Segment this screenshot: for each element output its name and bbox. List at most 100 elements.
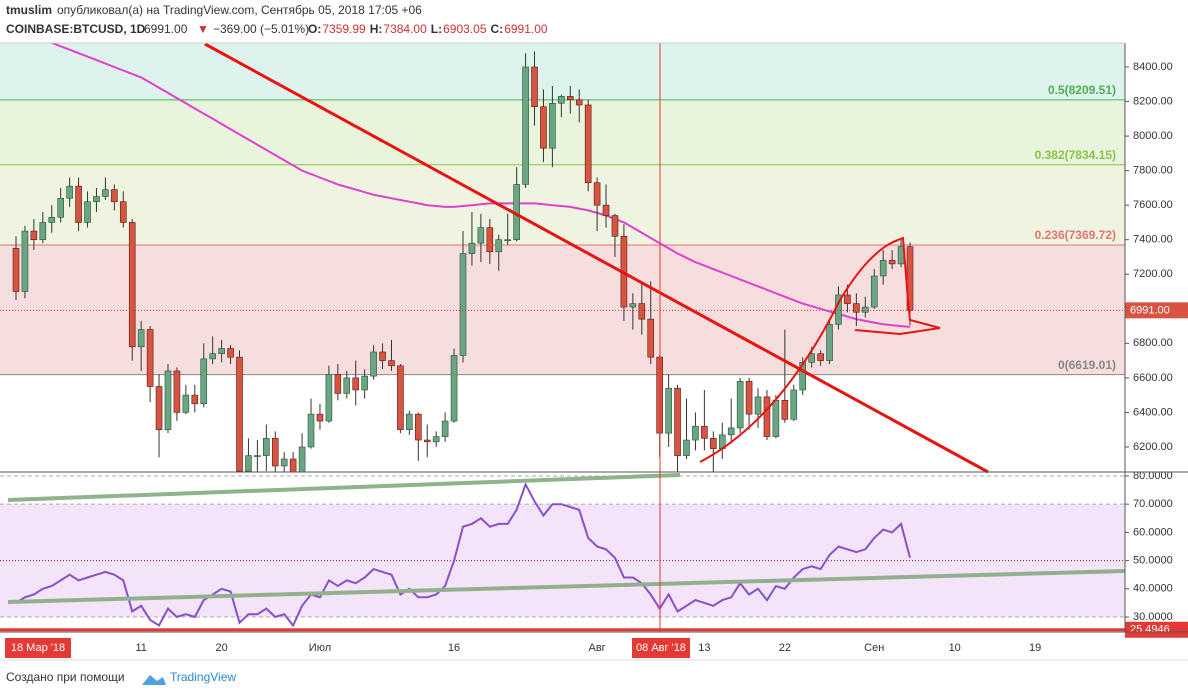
fib-zone: [0, 244, 1125, 375]
level-tag: [1125, 621, 1188, 638]
candle-body: [701, 425, 708, 439]
candle-body: [75, 185, 82, 223]
candle-body: [450, 355, 458, 422]
candle-body: [441, 420, 449, 437]
candle-body: [406, 413, 413, 430]
fib-zone: [0, 43, 1125, 100]
footer-text: Создано при помощи: [6, 670, 125, 684]
candle-body: [602, 204, 610, 216]
y-tick-label: 30.0000: [1133, 611, 1173, 623]
fib-zone: [0, 164, 1125, 245]
candle-body: [772, 400, 780, 437]
candle-body: [549, 102, 556, 149]
candle-body: [861, 306, 869, 313]
candle-body: [638, 303, 646, 320]
x-tick-label: 22: [779, 642, 791, 654]
candle-body: [84, 201, 91, 223]
candle-body: [745, 381, 753, 415]
y-tick-label: 50.0000: [1133, 555, 1173, 567]
candle-body: [280, 458, 288, 467]
candle-body: [808, 353, 815, 363]
date-tag: [632, 638, 690, 658]
price-tag: [1125, 302, 1188, 319]
candle-body: [388, 360, 395, 367]
candle-body: [334, 374, 342, 394]
candle-body: [48, 216, 56, 223]
candle-body: [182, 394, 190, 413]
candle-body: [853, 303, 860, 313]
candle-body: [271, 438, 279, 467]
candle-body: [522, 66, 529, 185]
candle-body: [200, 358, 208, 405]
candle-body: [57, 197, 65, 218]
user: tmuslim: [6, 3, 52, 17]
x-tick-label: 11: [135, 642, 146, 654]
x-tick-label: 13: [698, 642, 710, 654]
ohlc-key: L:: [431, 22, 442, 36]
candle-body: [361, 375, 368, 391]
candle-body: [379, 351, 386, 361]
candle-body: [790, 389, 798, 420]
candle-body: [397, 365, 404, 430]
fib-label: 0(6619.01): [1058, 358, 1116, 372]
candle-body: [119, 201, 127, 223]
candle-body: [826, 324, 833, 361]
candle-body: [763, 396, 771, 437]
candle-body: [343, 377, 351, 394]
y-tick-label: 40.0000: [1133, 583, 1173, 595]
change: −369.00 (−5.01%): [213, 22, 309, 36]
candle-body: [209, 353, 216, 360]
logo: [142, 675, 166, 685]
candle-body: [531, 66, 538, 108]
x-tick-label: Июл: [309, 642, 331, 654]
date-tag-text: 08 Авг '18: [636, 642, 686, 654]
rsi-line: [15, 481, 911, 628]
level-tag-text: 25.4946: [1130, 624, 1170, 636]
candle-body: [111, 189, 118, 203]
candle-body: [870, 275, 878, 308]
candle-body: [683, 439, 690, 456]
candle-body: [128, 222, 136, 348]
y-tick-label: 6600.00: [1133, 372, 1173, 384]
x-tick-label: 19: [1029, 642, 1041, 654]
x-tick-label: 10: [949, 642, 961, 654]
candle-body: [298, 446, 306, 472]
candle-body: [799, 362, 807, 391]
candle-body: [844, 294, 851, 304]
footer-brand: TradingView: [170, 670, 236, 684]
last: 6991.00: [144, 22, 188, 36]
candle-body: [727, 427, 735, 436]
ma-line: [49, 43, 911, 328]
date-tag: [5, 638, 71, 658]
candle-body: [236, 356, 243, 472]
ohlc-key: O:: [308, 22, 321, 36]
candle-body: [468, 242, 476, 254]
candle-body: [629, 303, 637, 308]
candle-body: [423, 439, 431, 443]
y-tick-label: 8000.00: [1133, 130, 1173, 142]
overlay: O: 7359.99 H: 7384.00 L: 6903.05 C: 6991.000.5(…: [0, 22, 1188, 654]
y-tick-label: 8400.00: [1133, 61, 1173, 73]
y-tick-label: 7600.00: [1133, 199, 1173, 211]
candle-body: [164, 370, 172, 430]
candle-body: [611, 215, 619, 237]
candle-body: [558, 96, 565, 104]
drawing: [204, 42, 989, 474]
price-tag-text: 6991.00: [1130, 304, 1170, 316]
candle-body: [647, 318, 655, 358]
published: опубликовал(а) на TradingView.com, Сентя…: [57, 3, 422, 17]
candle-body: [370, 351, 377, 377]
candle-body: [584, 104, 592, 184]
candle-body: [191, 394, 199, 405]
drawing: [7, 569, 1126, 604]
candle-body: [146, 329, 154, 387]
candle-body: [665, 387, 672, 434]
candle-body: [495, 239, 503, 253]
drawing: [699, 236, 941, 463]
ohlc-value: 6991.00: [504, 22, 548, 36]
price-pane: [0, 43, 1125, 472]
fib-label: 0.5(8209.51): [1048, 83, 1116, 97]
symbol: COINBASE:BTCUSD, 1D: [6, 22, 146, 36]
candle-body: [566, 96, 574, 101]
candle-body: [879, 260, 887, 277]
